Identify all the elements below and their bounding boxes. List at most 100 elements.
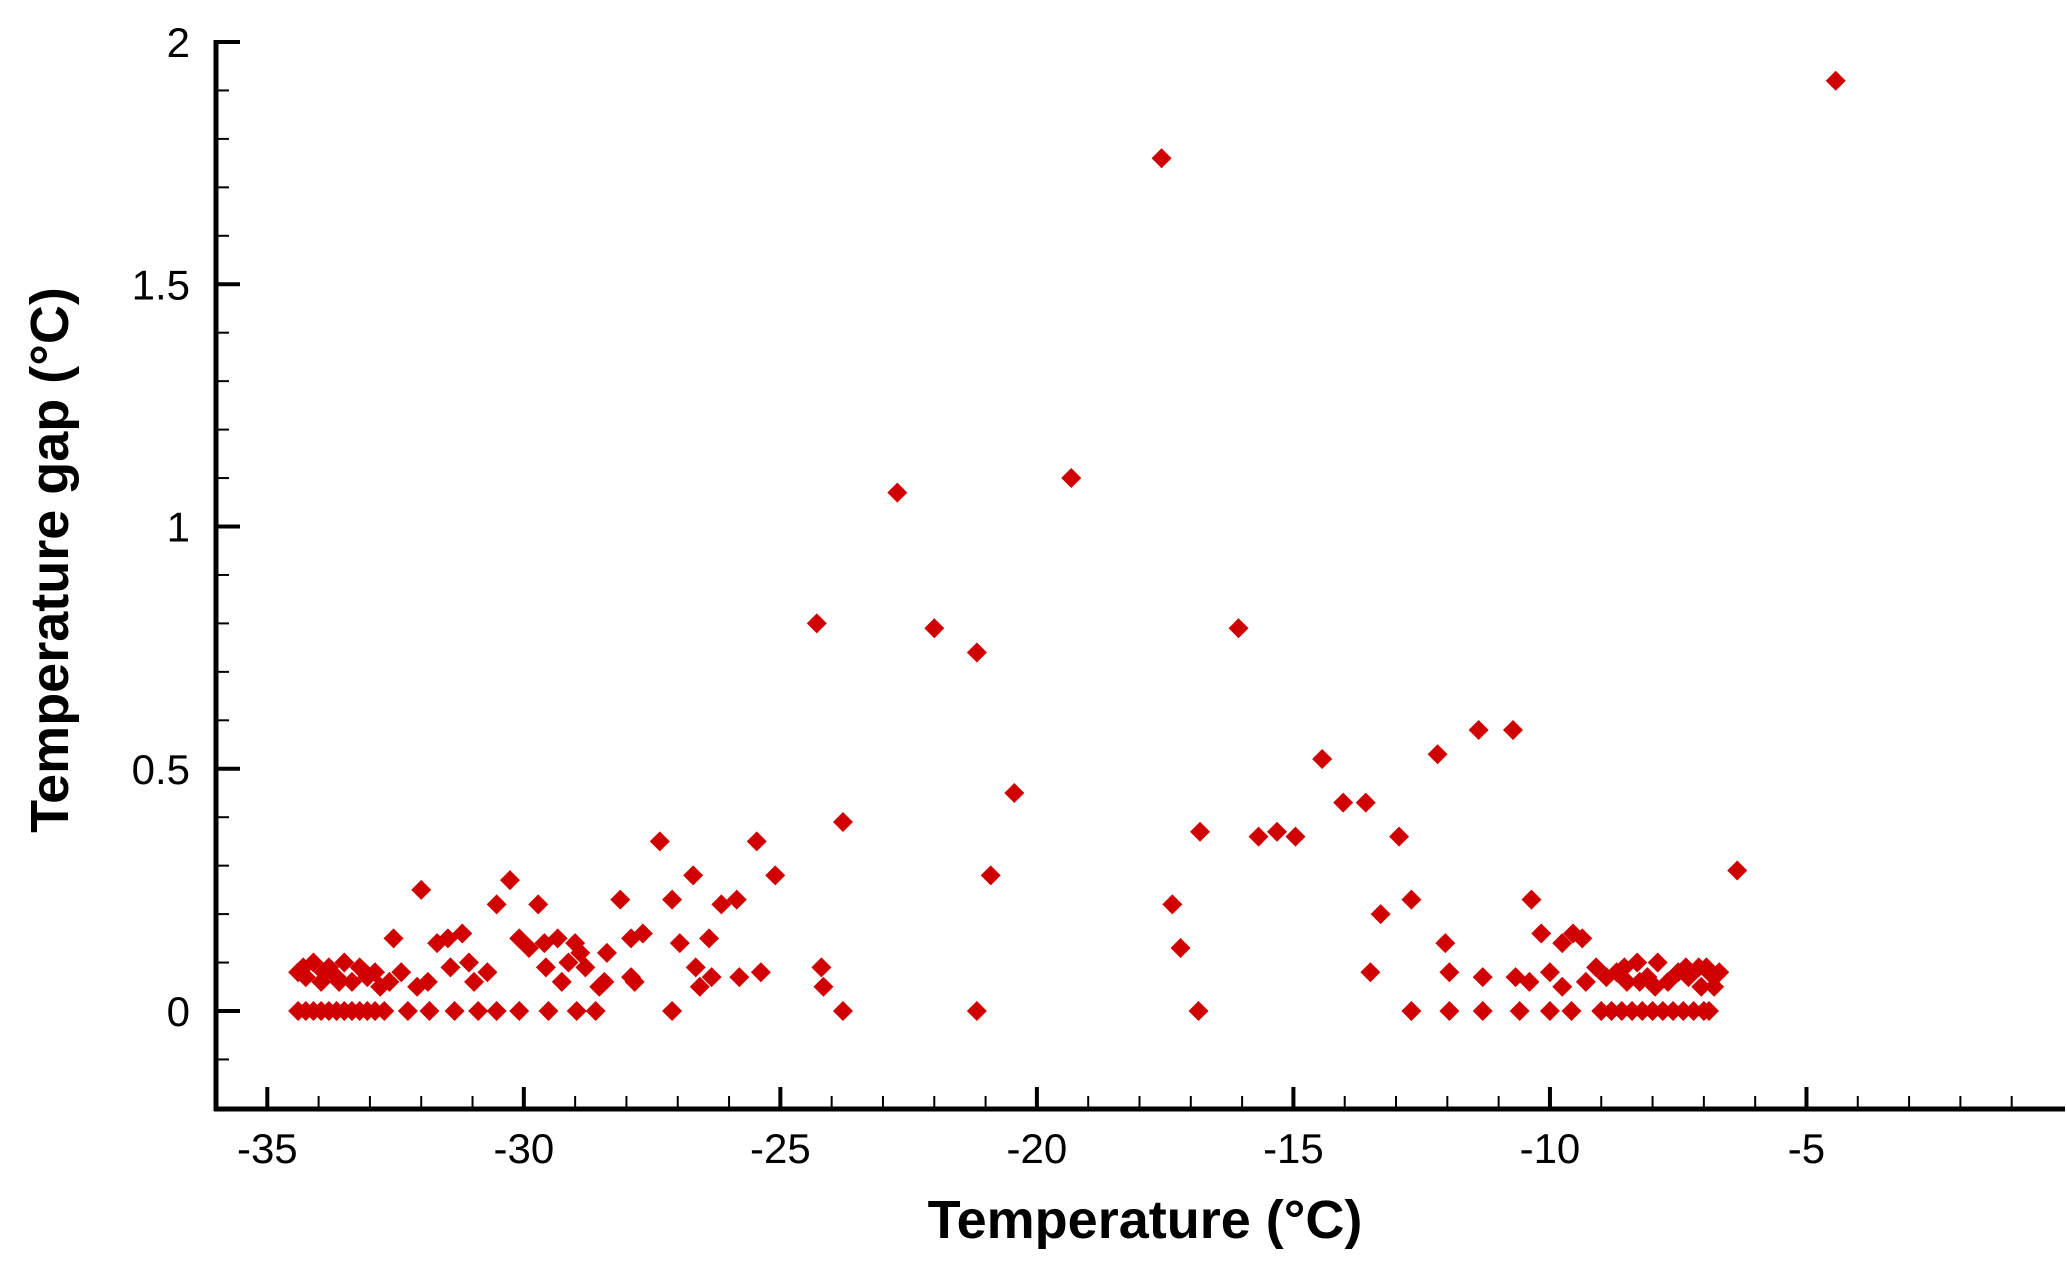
data-point: [1611, 1001, 1632, 1021]
data-point: [966, 1001, 987, 1021]
data-point: [440, 957, 461, 978]
data-point: [585, 1001, 606, 1021]
data-point: [887, 482, 908, 503]
data-point: [746, 831, 767, 852]
data-point: [1360, 962, 1381, 983]
data-point: [1439, 962, 1460, 983]
data-point: [1696, 957, 1717, 978]
data-point: [518, 938, 539, 959]
data-point: [1614, 957, 1635, 978]
data-point: [419, 1001, 440, 1021]
data-point: [1632, 1001, 1653, 1021]
data-point: [458, 952, 479, 973]
data-point: [334, 952, 355, 973]
data-point: [1427, 744, 1448, 765]
data-point: [924, 618, 945, 639]
data-point: [813, 976, 834, 997]
data-point: [499, 870, 520, 891]
data-point: [1370, 904, 1391, 925]
data-point: [1539, 1001, 1560, 1021]
data-point: [1629, 971, 1650, 992]
data-point: [685, 957, 706, 978]
data-point: [407, 976, 428, 997]
y-tick-label: 1: [167, 504, 190, 551]
data-point: [383, 928, 404, 949]
data-point: [1591, 1001, 1612, 1021]
y-axis-title: Temperature gap (°C): [20, 287, 80, 833]
data-point: [683, 865, 704, 886]
data-point: [1572, 928, 1593, 949]
data-point: [1468, 719, 1489, 740]
data-point: [1691, 976, 1712, 997]
data-point: [365, 1001, 386, 1021]
data-point: [1673, 1001, 1694, 1021]
data-point: [711, 894, 732, 915]
data-point: [1675, 957, 1696, 978]
x-tick-label: -25: [750, 1125, 811, 1172]
x-tick-label: -5: [1788, 1125, 1825, 1172]
data-points: [288, 70, 1846, 1021]
data-point: [535, 957, 556, 978]
data-point: [486, 1001, 507, 1021]
y-tick-label: 1.5: [132, 261, 190, 308]
data-point: [486, 894, 507, 915]
data-point: [528, 894, 549, 915]
data-point: [1663, 1001, 1684, 1021]
data-point: [1401, 1001, 1422, 1021]
data-point: [1188, 1001, 1209, 1021]
data-point: [1266, 821, 1287, 842]
x-tick-label: -15: [1263, 1125, 1324, 1172]
data-point: [411, 879, 432, 900]
data-point: [662, 1001, 683, 1021]
data-point: [1061, 468, 1082, 489]
y-tick-label: 2: [167, 19, 190, 66]
data-point: [621, 928, 642, 949]
data-point: [1616, 971, 1637, 992]
x-axis-title: Temperature (°C): [928, 1190, 1363, 1250]
data-point: [1285, 826, 1306, 847]
data-point: [1439, 1001, 1460, 1021]
x-tick-label: -10: [1520, 1125, 1581, 1172]
x-tick-label: -35: [237, 1125, 298, 1172]
data-point: [1170, 938, 1191, 959]
data-point: [341, 971, 362, 992]
data-point: [477, 962, 498, 983]
data-point: [1509, 1001, 1530, 1021]
data-point: [1561, 1001, 1582, 1021]
data-point: [1151, 148, 1172, 169]
data-point: [701, 967, 722, 988]
axis-ticks: [216, 40, 2013, 1109]
data-point: [444, 1001, 465, 1021]
data-point: [1645, 976, 1666, 997]
data-point: [1190, 821, 1211, 842]
data-point: [397, 1001, 418, 1021]
data-point: [391, 962, 412, 983]
data-point: [832, 812, 853, 833]
data-point: [1825, 70, 1846, 91]
data-point: [624, 971, 645, 992]
data-point: [806, 613, 827, 634]
data-point: [589, 976, 610, 997]
data-point: [538, 1001, 559, 1021]
y-tick-label: 0: [167, 988, 190, 1035]
data-point: [558, 952, 579, 973]
data-point: [1575, 971, 1596, 992]
data-point: [699, 928, 720, 949]
data-point: [765, 865, 786, 886]
x-tick-label: -20: [1007, 1125, 1068, 1172]
data-point: [1435, 933, 1456, 954]
data-point: [832, 1001, 853, 1021]
data-point: [1531, 923, 1552, 944]
data-point: [1552, 933, 1573, 954]
data-point: [354, 962, 375, 983]
data-point: [1642, 1001, 1663, 1021]
data-point: [729, 967, 750, 988]
data-point: [1228, 618, 1249, 639]
data-point: [468, 1001, 489, 1021]
data-point: [551, 971, 572, 992]
data-point: [1312, 749, 1333, 770]
data-point: [726, 889, 747, 910]
data-point: [1698, 1001, 1719, 1021]
y-tick-label: 0.5: [132, 746, 190, 793]
